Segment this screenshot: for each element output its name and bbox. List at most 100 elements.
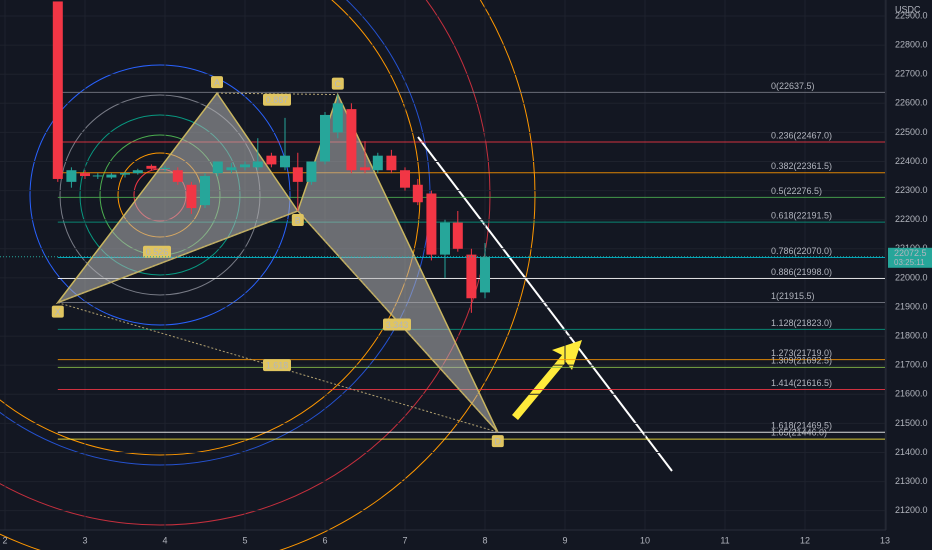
fib-label: 0.786(22070.0) bbox=[771, 246, 832, 256]
pattern-point-box bbox=[491, 435, 504, 448]
x-tick-label: 10 bbox=[640, 535, 650, 545]
y-tick-label: 21700.0 bbox=[895, 360, 928, 370]
y-tick-label: 22300.0 bbox=[895, 185, 928, 195]
y-tick-label: 22500.0 bbox=[895, 127, 928, 137]
candle-body bbox=[146, 165, 157, 169]
candle-body bbox=[266, 155, 277, 165]
candle-body bbox=[66, 170, 77, 182]
fib-label: 1.273(21719.0) bbox=[771, 348, 832, 358]
candle-body bbox=[280, 155, 290, 168]
candle-body bbox=[346, 109, 357, 171]
candle-body bbox=[400, 170, 410, 188]
candle-body bbox=[186, 184, 197, 209]
y-tick-label: 21500.0 bbox=[895, 418, 928, 428]
y-tick-label: 22400.0 bbox=[895, 156, 928, 166]
pattern-point-label: C bbox=[335, 79, 342, 89]
pattern-point-label: B bbox=[295, 215, 301, 225]
candle-body bbox=[80, 173, 90, 177]
fib-label: 1.128(21823.0) bbox=[771, 318, 832, 328]
candle-body bbox=[132, 170, 143, 174]
fib-label: 1.65(21446.0) bbox=[771, 427, 827, 437]
candle-body bbox=[320, 114, 330, 162]
fib-label: 1.309(21692.5) bbox=[771, 356, 832, 366]
candle-body bbox=[440, 222, 450, 255]
y-tick-label: 22700.0 bbox=[895, 69, 928, 79]
fib-label: 0(22637.5) bbox=[771, 81, 815, 91]
y-tick-label: 22200.0 bbox=[895, 214, 928, 224]
candle-body bbox=[360, 167, 370, 171]
pattern-point-label: A bbox=[214, 77, 220, 87]
candle-body bbox=[306, 161, 317, 182]
y-tick-label: 21600.0 bbox=[895, 389, 928, 399]
fib-label: 1(21915.5) bbox=[771, 291, 815, 301]
pattern-point-label: X bbox=[55, 307, 61, 317]
x-tick-label: 4 bbox=[162, 535, 167, 545]
x-tick-label: 12 bbox=[800, 535, 810, 545]
candle-body bbox=[332, 103, 343, 133]
fib-label: 1.414(21616.5) bbox=[771, 378, 832, 388]
ratio-label: 0.526 bbox=[146, 247, 169, 257]
y-tick-label: 21300.0 bbox=[895, 476, 928, 486]
ratio-label: 3.343 bbox=[386, 320, 409, 330]
x-tick-label: 8 bbox=[482, 535, 487, 545]
candle-body bbox=[292, 167, 303, 182]
y-tick-label: 22800.0 bbox=[895, 39, 928, 49]
fib-label: 0.618(22191.5) bbox=[771, 211, 832, 221]
fib-circle bbox=[0, 0, 491, 526]
ratio-label: 0.887 bbox=[266, 95, 289, 105]
last-price: 22072.5 bbox=[894, 248, 927, 258]
x-tick-label: 13 bbox=[880, 535, 890, 545]
fib-label: 1.618(21469.5) bbox=[771, 421, 832, 431]
y-tick-label: 22900.0 bbox=[895, 10, 928, 20]
ratio-box bbox=[263, 359, 291, 372]
candle-body bbox=[52, 1, 63, 179]
y-tick-label: 21800.0 bbox=[895, 330, 928, 340]
candle-body bbox=[172, 170, 183, 182]
ratio-box bbox=[383, 318, 411, 331]
pattern-point-box bbox=[331, 77, 344, 90]
x-tick-label: 11 bbox=[720, 535, 729, 545]
pattern-point-label: D bbox=[495, 436, 502, 446]
candle-body bbox=[240, 164, 250, 168]
ratio-box bbox=[263, 93, 291, 106]
fib-label: 0.5(22276.5) bbox=[771, 186, 822, 196]
candle-body bbox=[386, 155, 397, 171]
candle-body bbox=[412, 184, 423, 203]
y-tick-label: 22600.0 bbox=[895, 98, 928, 108]
fib-label: 0.382(22361.5) bbox=[771, 161, 832, 171]
fib-circle bbox=[0, 0, 536, 550]
ratio-box bbox=[143, 245, 171, 258]
trend-line bbox=[417, 136, 673, 472]
x-tick-label: 6 bbox=[322, 535, 327, 545]
candle-body bbox=[426, 193, 437, 255]
candle-body bbox=[226, 167, 237, 171]
x-tick-label: 3 bbox=[82, 535, 87, 545]
countdown: 03:25:11 bbox=[894, 258, 925, 267]
candle-body bbox=[372, 155, 383, 171]
y-tick-label: 22000.0 bbox=[895, 272, 928, 282]
last-price-box bbox=[888, 247, 932, 268]
candle-body bbox=[480, 256, 490, 293]
candle-body bbox=[252, 161, 263, 168]
candle-body bbox=[106, 174, 117, 178]
candle-body bbox=[92, 175, 103, 177]
x-tick-label: 5 bbox=[242, 535, 247, 545]
x-tick-label: 2 bbox=[2, 535, 7, 545]
fib-label: 0.886(21998.0) bbox=[771, 267, 832, 277]
pattern-point-box bbox=[211, 76, 223, 89]
y-tick-label: 21900.0 bbox=[895, 301, 928, 311]
x-tick-label: 9 bbox=[562, 535, 567, 545]
fib-circle bbox=[29, 64, 291, 326]
x-tick-label: 7 bbox=[402, 535, 407, 545]
candle-body bbox=[466, 254, 477, 299]
y-tick-label: 21400.0 bbox=[895, 447, 928, 457]
candle-body bbox=[200, 176, 210, 206]
ratio-label: 1.618 bbox=[266, 361, 289, 371]
candle-body bbox=[120, 173, 130, 175]
pattern-point-box bbox=[291, 213, 304, 226]
y-tick-label: 21200.0 bbox=[895, 505, 928, 515]
axis-currency: USDC bbox=[895, 4, 921, 14]
fib-label: 0.236(22467.0) bbox=[771, 130, 832, 140]
candle-body bbox=[212, 161, 223, 174]
